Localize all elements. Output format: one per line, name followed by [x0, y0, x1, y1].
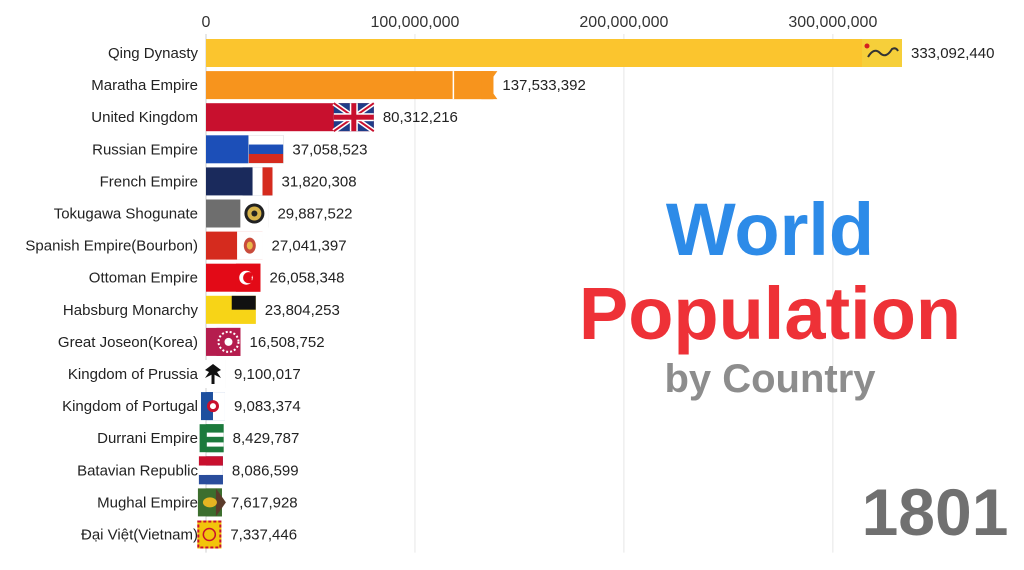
ottoman-crescent-flag-icon — [235, 263, 261, 292]
value-label: 29,887,522 — [277, 206, 352, 223]
title-population: Population — [578, 272, 962, 355]
bar — [206, 39, 902, 67]
maratha-pennant-flag-icon — [452, 71, 498, 100]
value-label: 16,508,752 — [249, 334, 324, 351]
dai-viet-flag-icon — [197, 520, 222, 549]
x-tick-label: 100,000,000 — [370, 14, 459, 31]
prussia-eagle-flag-icon — [201, 360, 226, 388]
category-label: Great Joseon(Korea) — [58, 334, 198, 351]
bars — [197, 39, 902, 549]
category-label: United Kingdom — [91, 109, 198, 126]
x-tick-label: 300,000,000 — [788, 14, 877, 31]
bar — [206, 71, 494, 100]
portugal-arms-flag-icon — [200, 392, 225, 421]
category-label: Kingdom of Portugal — [62, 398, 198, 415]
value-label: 333,092,440 — [911, 45, 994, 62]
category-label: Mughal Empire — [97, 494, 198, 511]
category-label: Tokugawa Shogunate — [54, 206, 198, 223]
qing-dragon-flag-icon — [862, 39, 902, 67]
value-label: 27,041,397 — [272, 238, 347, 255]
durrani-flag-icon — [199, 424, 224, 453]
value-label: 23,804,253 — [265, 302, 340, 319]
category-label: Batavian Republic — [77, 462, 198, 479]
year-label: 1801 — [861, 475, 1009, 549]
value-label: 80,312,216 — [383, 109, 458, 126]
france-tricolor-flag-icon — [242, 167, 273, 196]
category-label: Ottoman Empire — [89, 270, 198, 287]
value-label: 31,820,308 — [281, 173, 356, 190]
spanish-bourbon-flag-icon — [237, 231, 263, 260]
category-label: French Empire — [100, 173, 198, 190]
habsburg-bicolor-flag-icon — [231, 295, 256, 324]
chart-title: World Population by Country — [560, 188, 980, 402]
category-label: Spanish Empire(Bourbon) — [25, 238, 198, 255]
x-tick-label: 200,000,000 — [579, 14, 668, 31]
category-label: Russian Empire — [92, 141, 198, 158]
union-jack-flag-icon — [332, 101, 376, 134]
value-label: 7,617,928 — [231, 494, 298, 511]
value-label: 37,058,523 — [292, 141, 367, 158]
title-world: World — [665, 188, 875, 271]
category-label: Qing Dynasty — [108, 45, 199, 62]
category-label: Habsburg Monarchy — [63, 302, 199, 319]
value-label: 9,100,017 — [234, 366, 301, 383]
value-labels: 333,092,440 137,533,392 80,312,216 37,058,5… — [230, 45, 994, 544]
x-axis-ticks: 0 100,000,000 200,000,000 300,000,000 — [202, 14, 878, 31]
russia-tricolor-flag-icon — [248, 135, 284, 164]
batavian-tricolor-flag-icon — [198, 456, 223, 485]
category-label: Đại Việt(Vietnam) — [81, 527, 198, 544]
value-label: 26,058,348 — [269, 270, 344, 287]
category-label: Durrani Empire — [97, 430, 198, 447]
mughal-lion-flag-icon — [197, 488, 226, 517]
x-tick-label: 0 — [202, 14, 211, 31]
category-labels: Qing Dynasty Maratha Empire United Kingdom… — [25, 45, 198, 544]
value-label: 8,429,787 — [233, 430, 300, 447]
value-label: 9,083,374 — [234, 398, 301, 415]
tokugawa-mon-flag-icon — [240, 199, 269, 228]
title-by-country: by Country — [664, 357, 876, 401]
category-label: Kingdom of Prussia — [68, 366, 199, 383]
value-label: 137,533,392 — [502, 77, 585, 94]
value-label: 8,086,599 — [232, 462, 299, 479]
category-label: Maratha Empire — [91, 77, 198, 94]
value-label: 7,337,446 — [230, 527, 297, 544]
joseon-flag-icon — [216, 327, 241, 356]
